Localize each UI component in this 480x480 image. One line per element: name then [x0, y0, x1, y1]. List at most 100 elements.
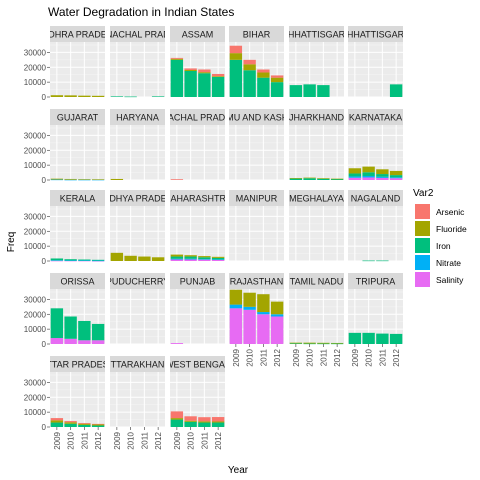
bar-segment-fluoride	[78, 423, 91, 425]
facet-panel: ARUNACHAL PRADESH	[110, 26, 165, 98]
bar-segment-iron	[389, 175, 403, 178]
facet-strip	[289, 109, 344, 125]
facet-panel: BIHAR	[229, 26, 284, 98]
facet-strip	[229, 109, 284, 125]
facet-strip	[110, 109, 165, 125]
facet-strip	[170, 273, 225, 289]
bar-segment-salinity	[362, 177, 375, 180]
bar-segment-nitrate	[50, 179, 64, 181]
facet-label: MANIPUR	[236, 194, 278, 204]
y-tick-label: 10000	[24, 78, 47, 87]
bar-segment-arsenic	[170, 179, 184, 180]
facet-label: HARYANA	[116, 113, 159, 123]
bar-segment-iron	[257, 77, 270, 97]
bar-segment-nitrate	[376, 176, 389, 178]
facet-strip	[50, 190, 105, 206]
panel-background	[50, 206, 105, 261]
panel-background	[229, 206, 284, 261]
panel-background	[110, 42, 165, 97]
bar-segment-arsenic	[211, 417, 225, 422]
bar-segment-salinity	[170, 259, 184, 261]
bar-segment-fluoride	[110, 252, 124, 261]
bar-segment-fluoride	[289, 342, 303, 344]
panel-background	[348, 206, 403, 261]
x-tick-label: 2011	[140, 431, 149, 449]
bar-segment-arsenic	[50, 418, 64, 421]
facet-label: WEST BENGAL	[165, 360, 230, 370]
facet-panel: UTTARAKHAND	[110, 356, 165, 428]
x-tick-label: 2011	[80, 431, 89, 449]
bar-segment-fluoride	[257, 72, 270, 78]
bar-segment-iron	[91, 425, 105, 427]
bar-segment-arsenic	[270, 75, 284, 78]
facet-strip	[170, 356, 225, 372]
bar-segment-iron	[64, 423, 77, 427]
bar-segment-arsenic	[243, 59, 256, 65]
panel-background	[289, 125, 344, 180]
bar-segment-arsenic	[170, 57, 184, 59]
bar-segment-salinity	[170, 343, 184, 344]
bar-segment-fluoride	[376, 169, 389, 175]
bar-segment-arsenic	[257, 69, 270, 73]
panel-background	[289, 289, 344, 344]
x-tick-label: 2010	[67, 431, 76, 449]
bar-segment-arsenic	[64, 421, 77, 423]
x-tick-label: 2009	[232, 348, 241, 366]
legend-label: Arsenic	[436, 207, 465, 217]
facet-label: KERALA	[60, 194, 96, 204]
facet-label: GUJARAT	[57, 113, 99, 123]
bar-segment-iron	[170, 419, 184, 427]
bar-segment-fluoride	[184, 420, 197, 422]
y-tick-label: 20000	[24, 393, 47, 402]
bar-segment-fluoride	[257, 294, 270, 313]
panel-background	[110, 206, 165, 261]
bar-segment-fluoride	[124, 255, 137, 261]
legend-label: Salinity	[436, 275, 464, 285]
y-tick-label: 10000	[24, 242, 47, 251]
bar-segment-iron	[317, 85, 330, 97]
bar-segment-iron	[376, 174, 389, 177]
bar-segment-fluoride	[317, 342, 330, 344]
bar-segment-fluoride	[170, 418, 184, 420]
panel-background	[289, 206, 344, 261]
bar-segment-iron	[289, 343, 303, 345]
bar-segment-salinity	[348, 177, 362, 180]
facet-panel: GUJARAT	[50, 109, 105, 181]
bar-segment-fluoride	[270, 301, 284, 315]
facet-panel: MADHYA PRADESH	[110, 190, 165, 262]
x-tick-label: 2012	[392, 348, 401, 366]
x-tick-label: 2009	[173, 431, 182, 449]
facet-label: RAJASTHAN	[230, 277, 284, 287]
facet-panel: UTTAR PRADESH	[50, 356, 105, 428]
facet-panel: MAHARASHTRA	[163, 190, 232, 262]
bar-segment-iron	[151, 96, 165, 98]
facet-label: CHHATTISGARH	[340, 30, 410, 40]
legend-key-arsenic	[415, 204, 430, 219]
facet-strip	[348, 190, 403, 206]
facet-panel: HARYANA	[110, 109, 165, 181]
facet-panel: JAMMU AND KASHMIR	[229, 109, 284, 181]
facet-strip	[50, 26, 105, 42]
bar-segment-salinity	[50, 260, 64, 262]
x-tick-label: 2010	[246, 348, 255, 366]
bar-segment-salinity	[211, 259, 225, 261]
bar-segment-fluoride	[211, 421, 225, 423]
facet-strip	[50, 356, 105, 372]
bar-segment-iron	[330, 343, 344, 345]
bar-segment-fluoride	[229, 53, 243, 60]
panel-background	[50, 42, 105, 97]
bar-segment-fluoride	[289, 178, 303, 179]
legend-label: Nitrate	[436, 258, 461, 268]
bar-segment-iron	[91, 259, 105, 261]
panel-background	[170, 125, 225, 180]
x-tick-label: 2011	[319, 348, 328, 366]
facet-strip	[170, 109, 225, 125]
facet-strip	[110, 273, 165, 289]
bar-segment-fluoride	[198, 256, 211, 258]
y-tick-label: 30000	[24, 378, 47, 387]
bar-segment-nitrate	[91, 179, 105, 181]
facet-label: MAHARASHTRA	[163, 194, 232, 204]
bar-segment-nitrate	[170, 258, 184, 260]
bar-segment-salinity	[229, 308, 243, 344]
facet-panel: CHHATTISGARH	[289, 26, 344, 98]
